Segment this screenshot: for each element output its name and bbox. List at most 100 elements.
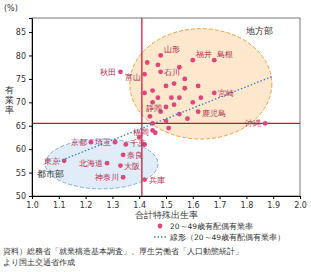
source-note: 資料）総務省「就業構造基本調査」、厚生労働省「人口動態統計」	[3, 247, 243, 256]
y-tick-mark	[29, 126, 32, 127]
point	[105, 161, 110, 166]
x-tick-mark	[246, 196, 247, 199]
region-rural	[130, 29, 272, 139]
annotation: 地方部	[245, 26, 273, 36]
point	[166, 126, 171, 131]
point-label: 島根	[217, 50, 233, 59]
x-tick-label: 1.7	[214, 201, 227, 210]
point	[177, 95, 182, 100]
point	[190, 100, 195, 105]
y-tick-mark	[29, 173, 32, 174]
x-tick-label: 1.8	[241, 201, 254, 210]
x-tick: 2.0	[294, 196, 307, 210]
point	[89, 140, 94, 145]
y-axis-title: 有業率	[5, 85, 14, 115]
point-label: 鹿児島	[202, 109, 226, 118]
x-tick: 1.2	[80, 196, 93, 210]
point	[164, 105, 169, 110]
point-label: 北海道	[79, 159, 103, 168]
x-tick-mark	[166, 196, 167, 199]
point-label: 埼玉	[94, 138, 111, 147]
x-tick-mark	[273, 196, 274, 199]
point	[118, 163, 123, 168]
reference-line	[141, 18, 142, 196]
point	[169, 95, 174, 100]
plot-area	[32, 18, 300, 196]
point-label: 富山	[125, 73, 141, 82]
legend-swatch	[154, 236, 166, 237]
point	[145, 60, 150, 65]
y-tick-label: 80	[16, 52, 26, 61]
plot-frame	[32, 18, 300, 196]
point	[142, 177, 147, 182]
x-tick-mark	[139, 196, 140, 199]
point	[156, 95, 161, 100]
x-axis-line	[33, 197, 301, 200]
legend: 20～49歳有配偶有業率線形（20～49歳有配偶有業率）	[154, 222, 285, 242]
x-tick-mark	[59, 196, 60, 199]
point	[190, 58, 195, 63]
point	[158, 69, 163, 74]
point	[172, 102, 177, 107]
region-urban	[45, 139, 158, 189]
y-tick-label: 70	[16, 98, 26, 107]
x-tick: 1.7	[214, 196, 227, 210]
annotation: 都市部	[37, 169, 64, 179]
x-tick-mark	[193, 196, 194, 199]
x-tick-label: 1.9	[267, 201, 280, 210]
x-tick-mark	[220, 196, 221, 199]
x-tick-mark	[300, 196, 301, 199]
y-tick-mark	[29, 32, 32, 33]
y-tick-mark	[29, 79, 32, 80]
x-tick: 1.4	[133, 196, 146, 210]
y-tick: 55	[16, 169, 32, 178]
point-label: 大阪	[124, 162, 140, 171]
y-tick: 80	[16, 52, 32, 61]
y-tick-mark	[29, 102, 32, 103]
x-tick: 1.3	[107, 196, 120, 210]
point	[156, 62, 161, 67]
trend-line	[59, 76, 273, 161]
x-axis-title: 合計特殊出生率	[135, 210, 198, 220]
y-axis: 5055606570758085	[16, 19, 33, 202]
x-tick-mark	[86, 196, 87, 199]
y-tick-label: 75	[16, 75, 26, 84]
point-labels: 山形福井島根秋田富山石川宮崎鹿児島静岡沖縄福岡京都埼玉千葉奈良東京北海道大阪神奈…	[44, 45, 261, 184]
point	[118, 69, 123, 74]
point	[196, 109, 201, 114]
point-label: 福岡	[133, 128, 149, 137]
legend-swatch	[158, 224, 163, 229]
y-tick-label: 85	[16, 28, 26, 37]
x-tick-label: 1.4	[133, 201, 146, 210]
chart: 山形福井島根秋田富山石川宮崎鹿児島静岡沖縄福岡京都埼玉千葉奈良東京北海道大阪神奈…	[0, 0, 311, 272]
x-tick-mark	[112, 196, 113, 199]
y-tick-label: 55	[16, 169, 26, 178]
point-label: 秋田	[100, 68, 116, 77]
y-tick-mark	[29, 149, 32, 150]
point	[121, 175, 126, 180]
point	[172, 81, 177, 86]
point-label: 奈良	[127, 151, 143, 160]
y-tick: 75	[16, 75, 32, 84]
x-tick-label: 1.0	[26, 201, 39, 210]
point-label: 福井	[196, 50, 212, 59]
point	[142, 72, 147, 77]
point	[142, 91, 147, 96]
y-tick-mark	[29, 55, 32, 56]
point	[182, 86, 187, 91]
point	[148, 114, 153, 119]
point	[182, 76, 187, 81]
point-label: 京都	[71, 138, 87, 147]
point	[196, 84, 201, 89]
point	[185, 116, 190, 121]
x-tick: 1.8	[241, 196, 254, 210]
point	[212, 58, 217, 63]
y-tick-mark	[29, 196, 32, 197]
x-tick: 1.0	[26, 196, 39, 210]
point	[150, 88, 155, 93]
y-tick: 50	[16, 192, 32, 201]
point-label: 静岡	[146, 104, 162, 113]
legend-label: 20～49歳有配偶有業率	[170, 222, 253, 231]
point-label: 宮崎	[218, 89, 234, 98]
source-note: より国土交通省作成	[3, 258, 75, 267]
